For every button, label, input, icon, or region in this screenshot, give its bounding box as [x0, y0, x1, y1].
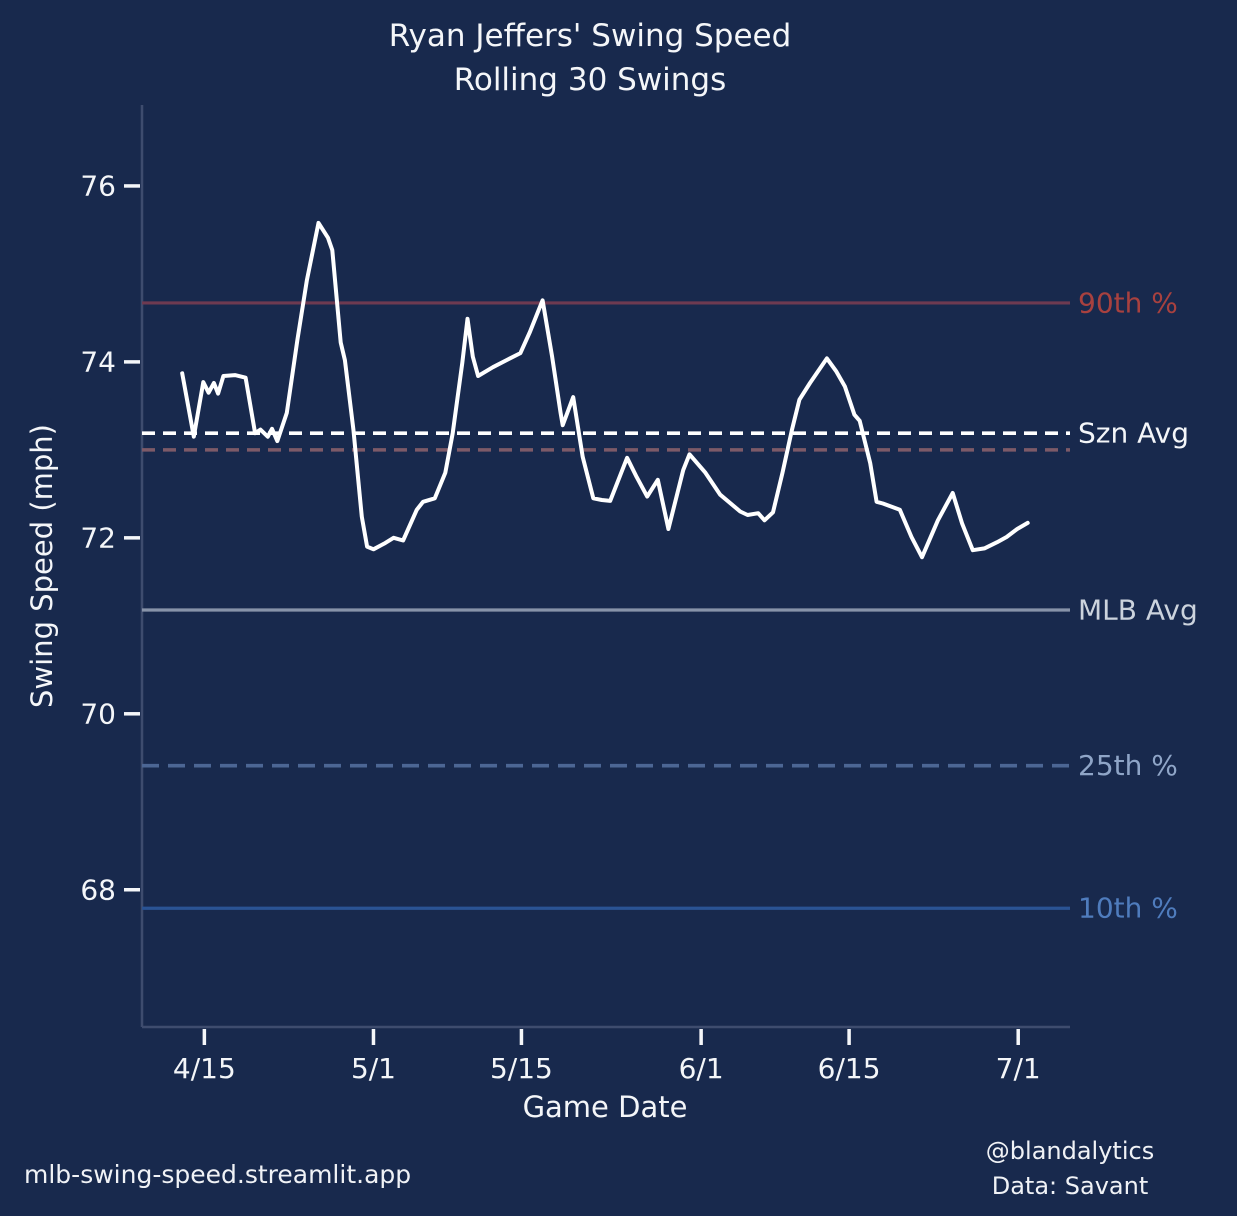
x-tick-label: 7/1 — [996, 1052, 1041, 1085]
x-tick-label: 6/15 — [818, 1052, 881, 1085]
x-tick-label: 4/15 — [173, 1052, 236, 1085]
reference-line-label: 25th % — [1078, 749, 1178, 782]
y-tick-label: 74 — [80, 345, 116, 378]
chart-title-line-2: Rolling 30 Swings — [453, 62, 727, 99]
x-tick-label: 5/1 — [351, 1052, 396, 1085]
chart-title-line-1: Ryan Jeffers' Swing Speed — [388, 18, 792, 54]
reference-line-label: MLB Avg — [1078, 593, 1198, 626]
reference-line-label: Szn Avg — [1078, 417, 1189, 450]
footer-credit: @blandalytics Data: Savant — [986, 1134, 1154, 1204]
y-tick-label: 72 — [80, 521, 116, 554]
y-tick-label: 70 — [80, 697, 116, 730]
y-axis-label: Swing Speed (mph) — [25, 424, 59, 708]
chart-title: Ryan Jeffers' Swing Speed Rolling 30 Swi… — [389, 14, 792, 102]
swing-speed-series-line — [180, 220, 1030, 560]
footer-site-url: mlb-swing-speed.streamlit.app — [24, 1160, 412, 1189]
x-axis-label: Game Date — [522, 1090, 688, 1124]
footer-credit-handle: @blandalytics — [985, 1137, 1155, 1165]
x-tick-label: 6/1 — [679, 1052, 724, 1085]
reference-line-label: 10th % — [1078, 892, 1178, 925]
footer-credit-source: Data: Savant — [991, 1171, 1149, 1200]
x-tick-label: 5/15 — [490, 1052, 553, 1085]
y-tick-label: 68 — [80, 873, 116, 906]
reference-line-label: 90th % — [1078, 286, 1178, 319]
y-tick-label: 76 — [80, 169, 116, 202]
